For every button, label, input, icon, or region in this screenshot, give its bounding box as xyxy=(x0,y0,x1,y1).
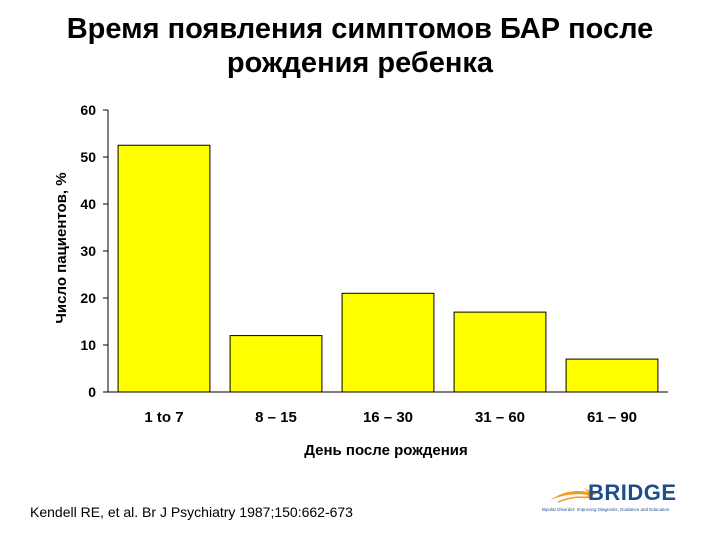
logo-tagline: Bipolar Disorder: Improving Diagnosis, G… xyxy=(542,507,670,512)
y-tick-label: 40 xyxy=(80,196,96,212)
title-line-1: Время появления симптомов БАР после xyxy=(66,13,654,45)
logo-name: BRIDGE xyxy=(588,480,677,505)
x-axis-tick-labels: 1 to 7 8 – 15 16 – 30 31 – 60 61 – 90 xyxy=(144,409,637,426)
x-tick-label: 16 – 30 xyxy=(363,409,413,426)
y-axis-ticks: 0 10 20 30 40 50 60 xyxy=(80,102,108,400)
x-tick-label: 8 – 15 xyxy=(255,409,297,426)
x-tick-label: 31 – 60 xyxy=(475,409,525,426)
slide-title: Время появления симптомов БАР после рожд… xyxy=(0,12,720,80)
logo-arrow-icon xyxy=(550,488,596,503)
title-line-2: рождения ребенка xyxy=(226,47,494,79)
y-tick-label: 10 xyxy=(80,337,96,353)
x-tick-label: 1 to 7 xyxy=(144,409,183,426)
y-tick-label: 0 xyxy=(88,384,96,400)
y-tick-label: 30 xyxy=(80,243,96,259)
citation: Kendell RE, et al. Br J Psychiatry 1987;… xyxy=(30,504,353,520)
y-tick-label: 20 xyxy=(80,290,96,306)
bar-2 xyxy=(229,335,323,393)
bars xyxy=(117,144,659,393)
y-axis-label: Число пациентов, % xyxy=(53,172,70,323)
x-tick-label: 61 – 90 xyxy=(587,409,637,426)
x-axis-label: День после рождения xyxy=(304,442,468,459)
y-tick-label: 50 xyxy=(80,149,96,165)
bar-3 xyxy=(341,292,435,393)
bar-5 xyxy=(565,358,659,393)
bar-4 xyxy=(453,311,547,393)
bridge-logo: BRIDGE Bipolar Disorder: Improving Diagn… xyxy=(540,480,710,520)
bar-chart: 0 10 20 30 40 50 60 1 to 7 8 – 15 16 – 30 31 – 60… xyxy=(53,102,668,459)
bar-1 xyxy=(117,144,211,393)
y-tick-label: 60 xyxy=(80,102,96,118)
